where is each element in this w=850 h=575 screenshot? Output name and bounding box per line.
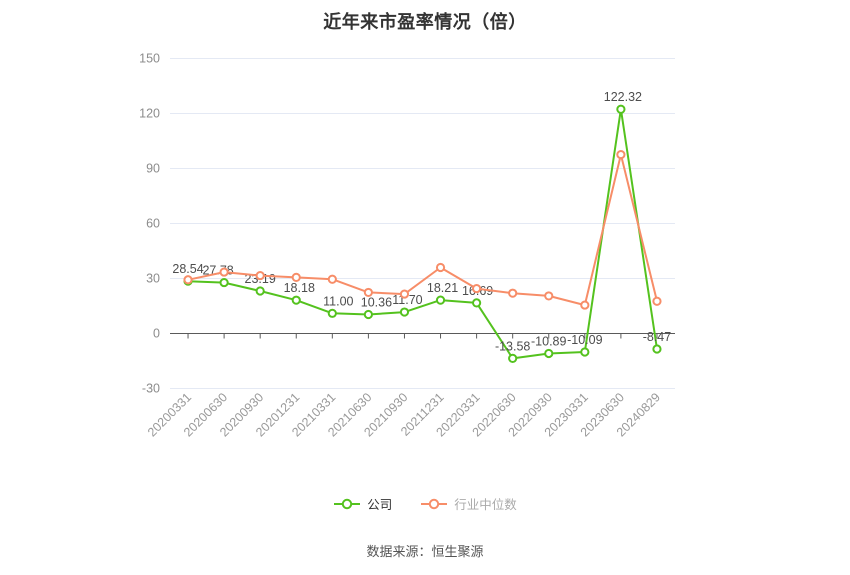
company-legend-marker-icon — [334, 498, 361, 509]
legend-item-industry[interactable]: 行业中位数 — [420, 494, 517, 513]
y-axis-label: 90 — [146, 162, 160, 176]
industry-series-point[interactable] — [508, 288, 518, 298]
company-series-point[interactable] — [363, 309, 373, 320]
company-series-point[interactable] — [472, 298, 482, 308]
industry-series-point[interactable] — [544, 291, 554, 301]
company-series-point[interactable] — [616, 104, 626, 114]
industry-series-point[interactable] — [580, 300, 590, 310]
y-axis-label: 60 — [146, 217, 160, 231]
chart-legend: 公司 行业中位数 — [0, 494, 850, 513]
industry-series-point[interactable] — [183, 275, 193, 285]
industry-series-point[interactable] — [399, 289, 410, 299]
industry-series-point[interactable] — [472, 283, 482, 294]
company-value-label: 18.21 — [427, 281, 458, 295]
industry-series-point[interactable] — [291, 272, 301, 282]
y-axis-label: -30 — [142, 382, 160, 396]
y-axis-label: 150 — [139, 52, 160, 66]
company-series-point[interactable] — [652, 344, 662, 354]
company-value-label: 11.00 — [323, 294, 353, 308]
data-source-note: 数据来源：恒生聚源 — [366, 544, 484, 559]
company-value-label: -10.09 — [567, 333, 602, 347]
y-axis-label: 0 — [153, 327, 160, 341]
company-series-point[interactable] — [580, 347, 590, 357]
company-series-point[interactable] — [291, 295, 301, 305]
industry-series-point[interactable] — [363, 287, 373, 298]
company-series-point[interactable] — [219, 277, 229, 288]
industry-series-point[interactable] — [616, 149, 626, 160]
company-series-line — [187, 108, 658, 360]
company-series-point[interactable] — [255, 286, 265, 296]
legend-item-company[interactable]: 公司 — [333, 494, 392, 513]
industry-series-point[interactable] — [327, 274, 337, 284]
industry-series-point[interactable] — [435, 262, 446, 273]
company-value-label: -13.58 — [495, 339, 530, 353]
company-value-label: 28.54 — [172, 262, 203, 276]
legend-label-industry: 行业中位数 — [454, 498, 517, 512]
y-axis-label: 120 — [139, 107, 160, 121]
company-value-label: -10.89 — [531, 334, 566, 348]
company-series-point[interactable] — [399, 307, 410, 317]
industry-series-line — [187, 153, 658, 307]
company-value-label: -8.47 — [643, 330, 672, 344]
y-axis-label: 30 — [146, 272, 160, 286]
industry-series-point[interactable] — [219, 267, 229, 277]
industry-series-point[interactable] — [255, 270, 265, 281]
company-series-point[interactable] — [435, 295, 446, 305]
company-series-point[interactable] — [327, 308, 337, 318]
chart-title: 近年来市盈率情况（倍） — [323, 12, 527, 32]
company-value-label: 10.36 — [361, 296, 392, 310]
company-series-point[interactable] — [544, 348, 554, 359]
industry-series-point[interactable] — [652, 296, 662, 306]
company-value-label: 11.70 — [392, 293, 422, 307]
company-value-label: 122.32 — [604, 90, 642, 104]
company-value-label: 18.18 — [284, 281, 315, 295]
company-series-point[interactable] — [508, 353, 518, 363]
industry-legend-marker-icon — [421, 498, 448, 509]
legend-label-company: 公司 — [367, 498, 393, 512]
